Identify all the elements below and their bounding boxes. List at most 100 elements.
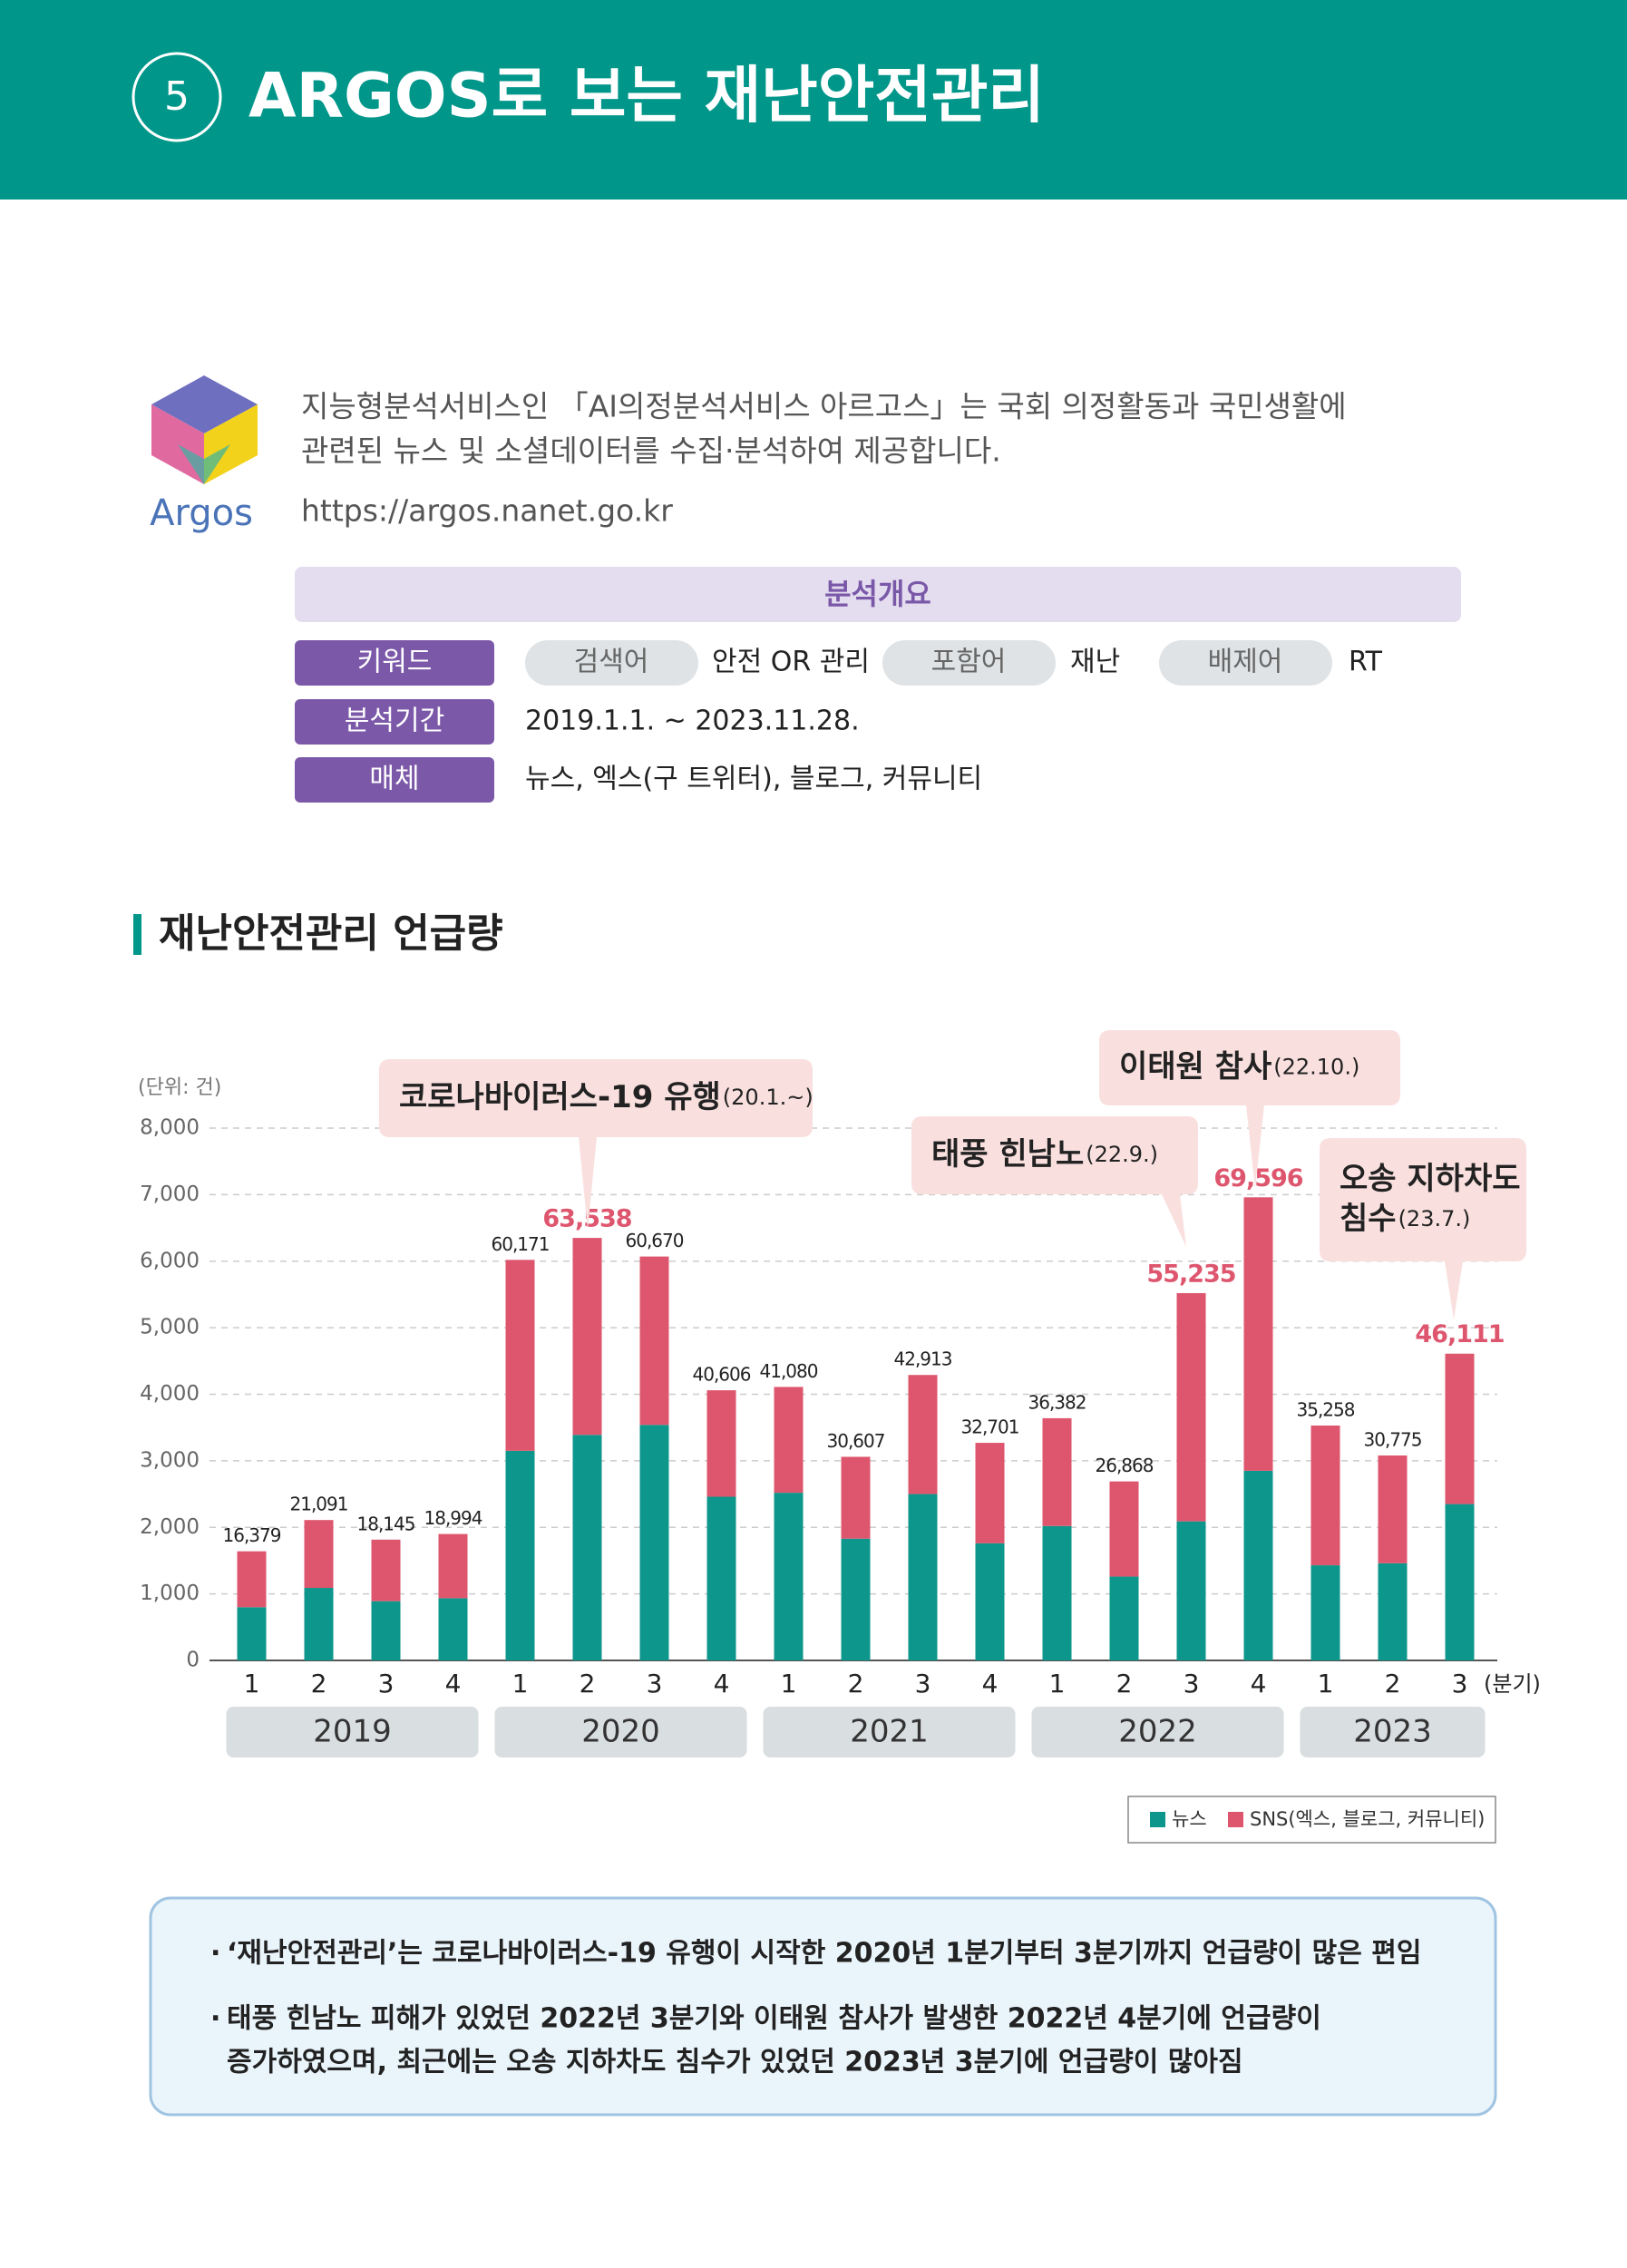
notes-box [149,1896,1497,2117]
x-tick-label: 2 [1385,1669,1401,1699]
bar-segment [438,1598,468,1660]
total-label: 60,171 [492,1233,550,1255]
x-tick-label: 3 [378,1669,395,1699]
callout-date: (23.7.) [1398,1206,1471,1231]
y-tick-label: 6,000 [140,1249,200,1272]
bar-segment [1042,1525,1072,1660]
bar-segment [1378,1562,1408,1660]
bar-segment [304,1588,334,1660]
legend-swatch [1228,1812,1243,1827]
x-tick-label: 3 [1452,1669,1468,1699]
bar-segment [304,1520,334,1589]
x-tick-label: 4 [714,1669,730,1699]
note-line: ‘재난안전관리’는 코로나바이러스-19 유행이 시작한 2020년 1분기부터… [227,1938,1421,1970]
year-pill [1300,1707,1486,1757]
callout-date: (22.9.) [1086,1142,1158,1167]
callout-title: 이태원 참사 [1119,1048,1271,1085]
callout-date: (22.10.) [1273,1055,1359,1080]
bar-segment [908,1494,938,1660]
header-circle [132,52,222,142]
bar-segment [841,1456,871,1539]
row-label: 키워드 [357,647,433,678]
total-label: 36,382 [1028,1391,1086,1413]
bar-segment [438,1533,468,1599]
bar-segment [1445,1353,1475,1504]
section-marker [133,914,141,955]
callout-title: 코로나바이러스-19 유행 [399,1079,721,1115]
y-tick-label: 4,000 [140,1382,200,1406]
x-tick-label: 4 [445,1669,462,1699]
intro-line: 지능형분석서비스인 「AI의정분석서비스 아르고스」는 국회 의정활동과 국민생… [301,389,1347,424]
x-tick-label: 4 [982,1669,999,1699]
header-band [0,0,1627,200]
x-tick-label: 3 [647,1669,663,1699]
bar-segment [505,1260,535,1451]
y-tick-label: 1,000 [140,1582,200,1605]
y-tick-label: 3,000 [140,1448,200,1472]
x-tick-label: 1 [781,1669,797,1699]
total-label: 30,607 [827,1430,885,1452]
total-label: 30,775 [1364,1429,1422,1451]
overview-title-bar [295,567,1461,622]
total-label: 18,145 [357,1513,415,1534]
y-tick-label: 2,000 [140,1515,200,1539]
row-label-box [295,640,494,686]
bar-segment [639,1256,669,1426]
total-label: 32,701 [961,1416,1019,1438]
bar-segment [841,1538,871,1660]
logo-text: Argos [150,492,253,534]
overview-title: 분석개요 [824,577,931,611]
y-tick-label: 8,000 [140,1116,200,1140]
legend-label: SNS(엑스, 블로그, 커뮤니티) [1250,1808,1485,1830]
tag-pill [525,640,698,686]
bar-segment [1310,1565,1340,1660]
x-tick-label: 1 [512,1669,529,1699]
year-label: 2019 [313,1714,392,1750]
total-label: 42,913 [894,1348,952,1370]
bar-segment [1042,1417,1072,1526]
row-label-box [295,757,494,803]
callout-text: 이태원 참사(22.10.) [1119,1048,1359,1085]
callout-title: 태풍 힌남노 [931,1136,1084,1173]
total-label: 16,379 [223,1524,281,1546]
bar-segment [371,1601,401,1660]
total-label: 55,235 [1146,1260,1235,1288]
y-tick-label: 5,000 [140,1316,200,1339]
y-tick-label: 0 [186,1649,200,1672]
x-tick-label: 2 [311,1669,327,1699]
total-label: 60,670 [626,1230,684,1251]
year-label: 2021 [850,1714,929,1750]
callout-box [1320,1138,1526,1319]
year-pill [494,1707,747,1757]
intro-url: https://argos.nanet.go.kr [301,493,673,529]
total-label: 41,080 [760,1360,818,1382]
total-label: 40,606 [693,1364,751,1386]
bar-segment [908,1375,938,1494]
total-label: 18,994 [424,1507,482,1529]
callout-box [1099,1030,1400,1189]
bar-segment [1176,1292,1206,1522]
tag-value: 재난 [1070,647,1120,678]
year-label: 2022 [1118,1714,1197,1750]
year-label: 2023 [1353,1714,1432,1750]
bar-segment [706,1390,736,1497]
x-tick-label: 2 [580,1669,596,1699]
x-tick-label: 3 [1184,1669,1200,1699]
tag-pill [882,640,1056,686]
callout-date: (20.1.~) [723,1085,814,1110]
row-value: 뉴스, 엑스(구 트위터), 블로그, 커뮤니티 [525,764,982,795]
legend-box [1127,1796,1496,1844]
unit-label: (단위: 건) [138,1076,221,1099]
bar-segment [774,1387,804,1494]
x-tick-label: 3 [915,1669,931,1699]
bar-segment [1109,1481,1139,1577]
year-pill [1031,1707,1284,1757]
bar-segment [1243,1470,1273,1660]
callout-text: 태풍 힌남노(22.9.) [931,1136,1158,1173]
callout-box [911,1116,1198,1247]
callout-title: 침수 [1340,1201,1397,1237]
bar-segment [706,1496,736,1660]
callout-title: 오송 지하차도 [1340,1161,1521,1197]
row-value: 2019.1.1. ~ 2023.11.28. [525,706,860,737]
x-tick-label: 1 [1318,1669,1334,1699]
